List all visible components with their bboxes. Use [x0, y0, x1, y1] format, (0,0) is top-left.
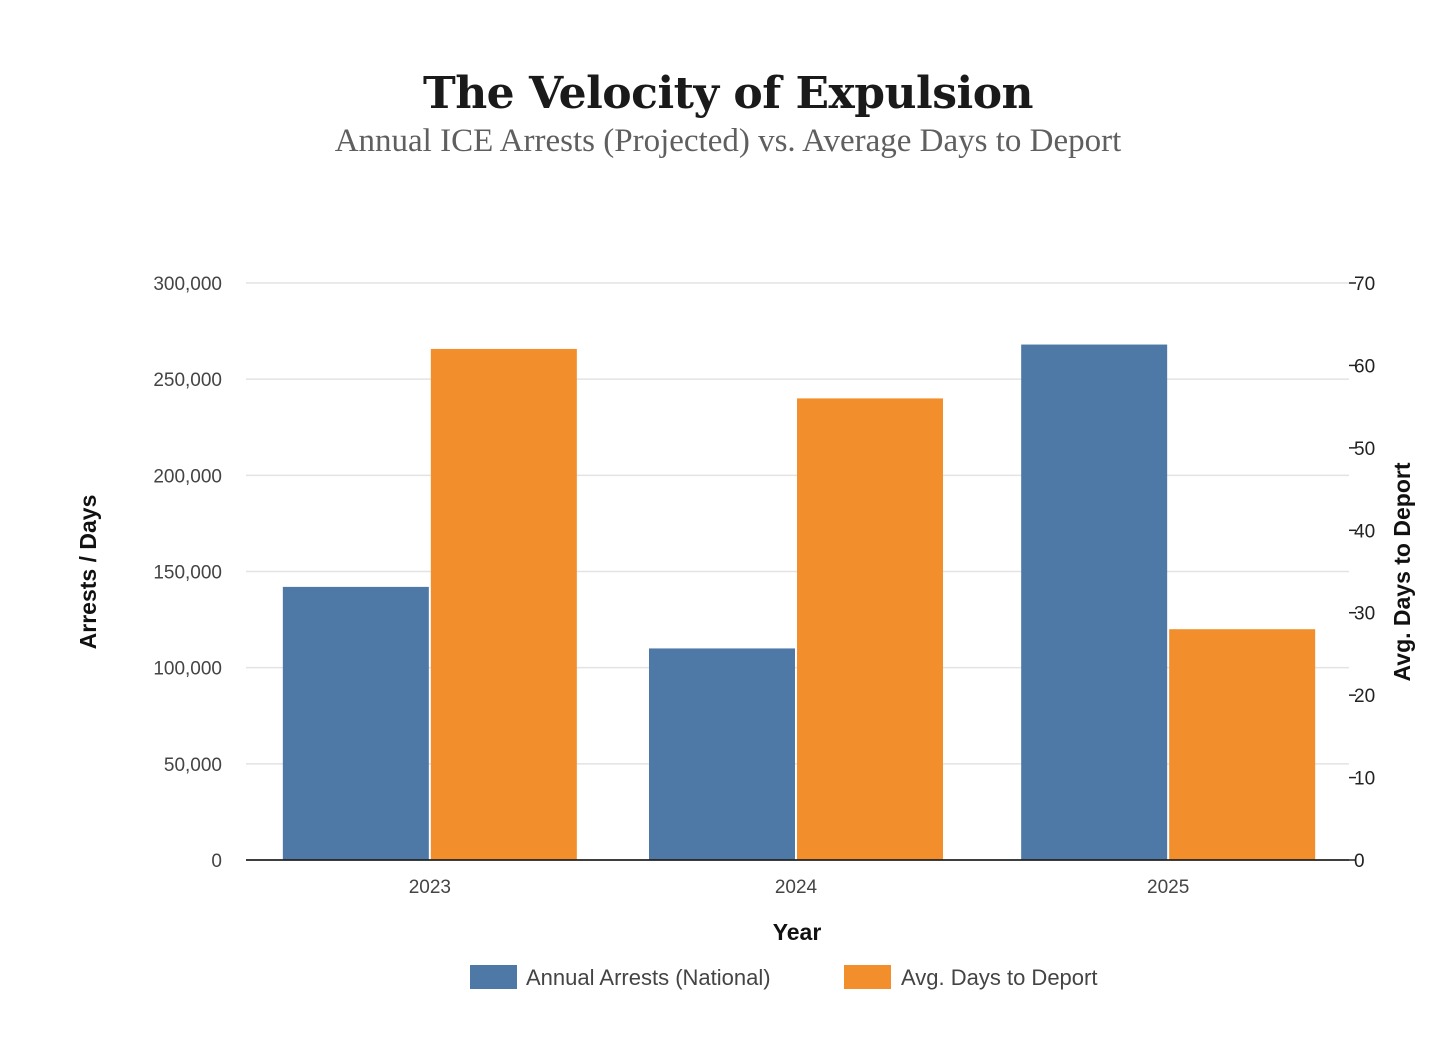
bar-days-2024 — [797, 398, 943, 860]
bar-arrests-2024 — [649, 648, 795, 860]
bar-days-2025 — [1169, 629, 1316, 860]
chart-title: The Velocity of Expulsion — [423, 68, 1033, 119]
y-tick-label-left: 250,000 — [153, 370, 222, 391]
legend-swatch-days — [844, 965, 891, 989]
y-tick-label-left: 150,000 — [153, 563, 222, 584]
x-tick-label: 2024 — [775, 877, 818, 898]
y-tick-label-left: 100,000 — [153, 659, 222, 680]
y-tick-label-left: 300,000 — [153, 274, 222, 295]
legend-swatch-arrests — [470, 965, 517, 989]
y-tick-label-left: 200,000 — [153, 466, 222, 487]
y-axis-right-title: Avg. Days to Deport — [1389, 462, 1415, 681]
legend-label-arrests: Annual Arrests (National) — [526, 965, 771, 990]
y-axis-left-title: Arrests / Days — [75, 495, 101, 650]
y-tick-label-left: 50,000 — [164, 755, 222, 776]
y-tick-label-right: 0 — [1354, 851, 1365, 872]
y-tick-label-right: 10 — [1354, 769, 1375, 790]
legend-label-days: Avg. Days to Deport — [901, 965, 1097, 990]
legend: Annual Arrests (National) Avg. Days to De… — [470, 965, 1097, 990]
x-tick-label: 2025 — [1147, 877, 1189, 898]
y-tick-label-right: 60 — [1354, 356, 1375, 377]
y-tick-label-right: 30 — [1354, 604, 1375, 625]
bar-days-2023 — [430, 348, 577, 860]
y-tick-label-left: 0 — [211, 851, 222, 872]
x-tick-label: 2023 — [409, 877, 451, 898]
y-tick-label-right: 20 — [1354, 686, 1375, 707]
axes: 0 50,000 100,000 150,000 200,000 250,000 300,0… — [153, 274, 1375, 898]
y-tick-label-right: 50 — [1354, 439, 1375, 460]
bars — [282, 344, 1316, 861]
x-axis-title: Year — [773, 919, 822, 945]
bar-arrests-2023 — [282, 586, 429, 860]
y-tick-label-right: 70 — [1354, 274, 1375, 295]
chart-subtitle: Annual ICE Arrests (Projected) vs. Avera… — [335, 123, 1122, 159]
y-tick-label-right: 40 — [1354, 521, 1375, 542]
bar-arrests-2025 — [1021, 344, 1168, 861]
